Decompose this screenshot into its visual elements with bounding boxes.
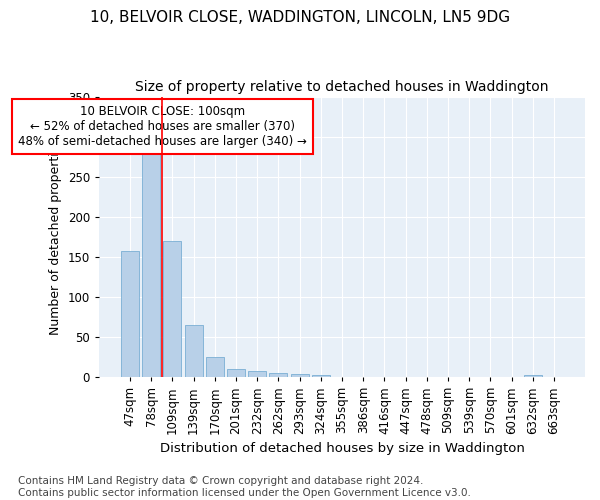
Bar: [524, 374, 542, 377]
Bar: [312, 374, 330, 377]
Bar: [206, 357, 224, 377]
Text: Contains HM Land Registry data © Crown copyright and database right 2024.
Contai: Contains HM Land Registry data © Crown c…: [18, 476, 471, 498]
Bar: [142, 148, 160, 377]
Bar: [163, 241, 181, 377]
X-axis label: Distribution of detached houses by size in Waddington: Distribution of detached houses by size …: [160, 442, 524, 455]
Bar: [290, 374, 308, 377]
Bar: [227, 369, 245, 377]
Y-axis label: Number of detached properties: Number of detached properties: [49, 138, 62, 336]
Bar: [269, 373, 287, 377]
Text: 10 BELVOIR CLOSE: 100sqm
← 52% of detached houses are smaller (370)
48% of semi-: 10 BELVOIR CLOSE: 100sqm ← 52% of detach…: [18, 105, 307, 148]
Bar: [248, 372, 266, 377]
Bar: [121, 251, 139, 377]
Bar: [185, 325, 203, 377]
Text: 10, BELVOIR CLOSE, WADDINGTON, LINCOLN, LN5 9DG: 10, BELVOIR CLOSE, WADDINGTON, LINCOLN, …: [90, 10, 510, 25]
Title: Size of property relative to detached houses in Waddington: Size of property relative to detached ho…: [135, 80, 549, 94]
